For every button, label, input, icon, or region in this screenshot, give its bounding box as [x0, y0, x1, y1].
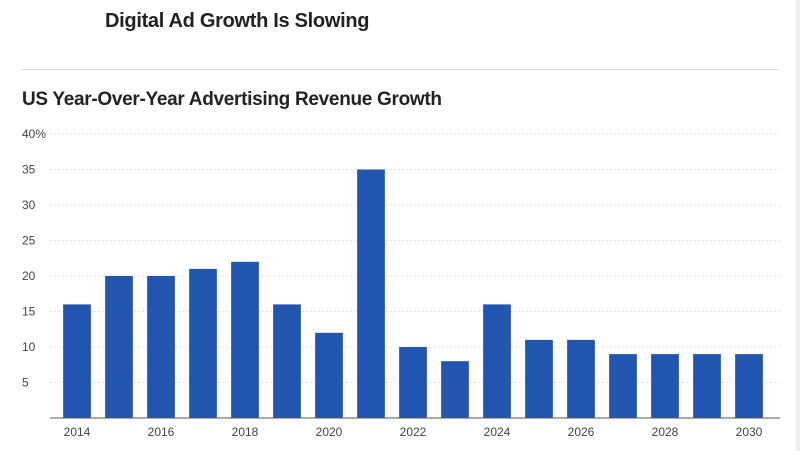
bar-2029: [693, 354, 721, 418]
x-tick-label: 2030: [736, 425, 763, 439]
bar-2024: [483, 304, 511, 418]
headline: Digital Ad Growth Is Slowing: [105, 10, 370, 32]
x-axis-ticks: 2014 2016 2018 2020 2022 2024 2026 2028 2030: [64, 425, 763, 439]
x-tick-label: 2018: [232, 425, 259, 439]
bar-2014: [63, 304, 91, 418]
divider: [22, 69, 778, 70]
bar-2015: [105, 276, 133, 418]
bar-2028: [651, 354, 679, 418]
y-tick-label: 10: [22, 340, 36, 354]
x-tick-label: 2014: [64, 425, 91, 439]
bar-2018: [231, 261, 259, 418]
y-axis-ticks: 40% 35 30 25 20 15 10 5: [22, 127, 46, 390]
y-tick-label: 40%: [22, 127, 46, 141]
bar-2025: [525, 339, 553, 418]
y-tick-label: 25: [22, 234, 36, 248]
bars: [63, 169, 763, 418]
y-tick-label: 20: [22, 269, 36, 283]
x-tick-label: 2028: [652, 425, 679, 439]
scrollbar-edge: [796, 0, 800, 451]
bar-2023: [441, 361, 469, 418]
y-tick-label: 5: [22, 376, 29, 390]
x-tick-label: 2016: [148, 425, 175, 439]
x-tick-label: 2020: [316, 425, 343, 439]
bar-2030: [735, 354, 763, 418]
chart-title: US Year-Over-Year Advertising Revenue Gr…: [22, 89, 442, 110]
bar-2019: [273, 304, 301, 418]
x-tick-label: 2022: [400, 425, 427, 439]
x-tick-label: 2026: [568, 425, 595, 439]
y-tick-label: 30: [22, 198, 36, 212]
x-tick-label: 2024: [484, 425, 511, 439]
bar-2022: [399, 347, 427, 418]
y-tick-label: 15: [22, 305, 36, 319]
bar-2027: [609, 354, 637, 418]
bar-2016: [147, 276, 175, 418]
y-tick-label: 35: [22, 163, 36, 177]
bar-2021: [357, 169, 385, 418]
bar-2026: [567, 339, 595, 418]
bar-2020: [315, 332, 343, 418]
bar-2017: [189, 268, 217, 418]
